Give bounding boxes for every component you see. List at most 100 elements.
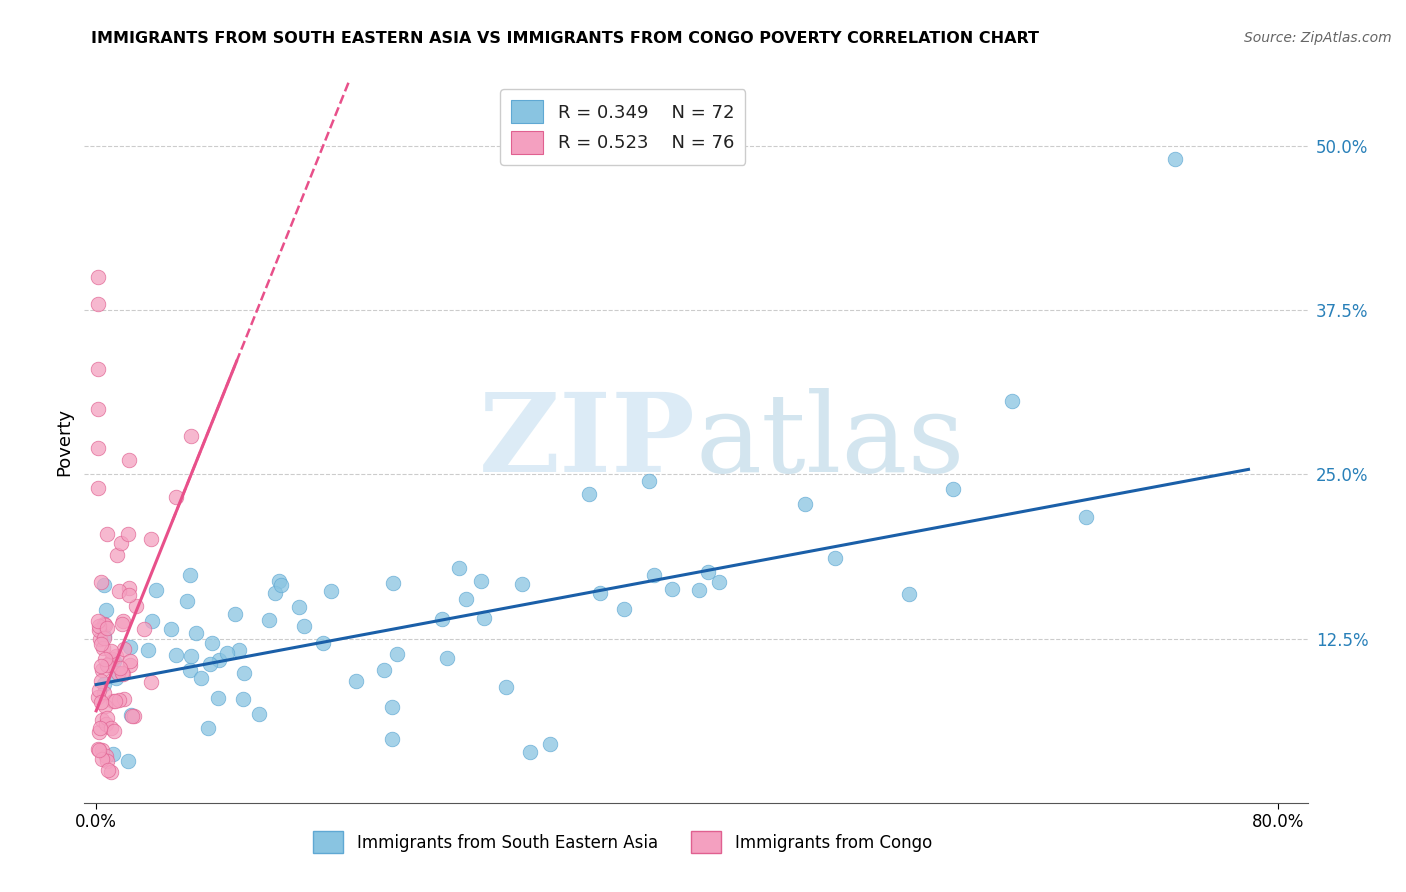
Point: [90, 674, 112, 689]
Point: [233, 666, 256, 681]
Point: [94, 748, 117, 763]
Point: [86, 401, 108, 416]
Point: [165, 490, 187, 504]
Point: [430, 612, 453, 626]
Point: [1001, 394, 1024, 409]
Point: [111, 667, 134, 681]
Point: [101, 694, 124, 708]
Point: [93, 651, 115, 665]
Point: [197, 722, 219, 736]
Point: [382, 575, 405, 590]
Point: [86, 481, 108, 495]
Point: [267, 574, 290, 588]
Point: [385, 647, 408, 661]
Text: atlas: atlas: [696, 388, 966, 495]
Point: [117, 527, 139, 541]
Point: [111, 614, 134, 628]
Point: [90, 752, 112, 766]
Point: [136, 643, 159, 657]
Point: [637, 475, 659, 489]
Point: [117, 582, 139, 596]
Point: [86, 742, 108, 756]
Point: [91, 743, 114, 757]
Y-axis label: Poverty: Poverty: [55, 408, 73, 475]
Point: [139, 532, 162, 546]
Point: [288, 599, 311, 614]
Point: [108, 661, 131, 675]
Point: [87, 624, 110, 638]
Point: [93, 677, 115, 691]
Point: [449, 560, 471, 574]
Point: [381, 699, 404, 714]
Point: [96, 526, 118, 541]
Point: [159, 622, 181, 636]
Point: [215, 646, 238, 660]
Point: [87, 743, 110, 757]
Point: [89, 721, 111, 735]
Text: IMMIGRANTS FROM SOUTH EASTERN ASIA VS IMMIGRANTS FROM CONGO POVERTY CORRELATION : IMMIGRANTS FROM SOUTH EASTERN ASIA VS IM…: [91, 31, 1039, 46]
Point: [86, 270, 108, 285]
Point: [96, 657, 118, 672]
Point: [1074, 510, 1097, 524]
Point: [824, 550, 846, 565]
Point: [190, 671, 212, 685]
Point: [93, 822, 115, 836]
Point: [94, 618, 117, 632]
Point: [201, 636, 224, 650]
Point: [454, 591, 477, 606]
Point: [96, 621, 118, 635]
Point: [90, 713, 112, 727]
Point: [125, 599, 148, 614]
Point: [643, 567, 665, 582]
Point: [538, 737, 561, 751]
Point: [132, 622, 155, 636]
Point: [346, 673, 368, 688]
Point: [180, 648, 202, 663]
Point: [100, 721, 122, 735]
Point: [89, 632, 111, 646]
Point: [118, 453, 141, 467]
Point: [97, 657, 120, 671]
Point: [93, 631, 115, 645]
Point: [104, 648, 127, 663]
Point: [312, 636, 335, 650]
Point: [470, 574, 492, 588]
Point: [321, 583, 343, 598]
Point: [93, 578, 115, 592]
Point: [90, 695, 112, 709]
Point: [111, 666, 134, 681]
Point: [87, 682, 110, 697]
Point: [118, 588, 141, 602]
Point: [942, 482, 965, 496]
Point: [794, 497, 817, 511]
Point: [120, 708, 142, 723]
Point: [1163, 152, 1185, 166]
Point: [86, 690, 108, 704]
Legend: Immigrants from South Eastern Asia, Immigrants from Congo: Immigrants from South Eastern Asia, Immi…: [307, 825, 938, 860]
Point: [141, 614, 163, 628]
Point: [101, 747, 124, 761]
Point: [108, 692, 131, 706]
Point: [105, 671, 128, 685]
Point: [228, 642, 250, 657]
Point: [224, 607, 246, 621]
Point: [93, 629, 115, 643]
Point: [436, 651, 458, 665]
Point: [141, 674, 163, 689]
Point: [688, 583, 710, 598]
Point: [90, 659, 112, 673]
Point: [495, 680, 517, 694]
Point: [707, 574, 730, 589]
Point: [96, 711, 118, 725]
Point: [247, 706, 270, 721]
Point: [120, 654, 142, 668]
Point: [91, 641, 114, 656]
Point: [87, 619, 110, 633]
Point: [118, 640, 141, 654]
Point: [89, 725, 111, 739]
Point: [86, 441, 108, 455]
Point: [472, 611, 495, 625]
Point: [179, 664, 201, 678]
Point: [86, 614, 108, 628]
Point: [512, 577, 534, 591]
